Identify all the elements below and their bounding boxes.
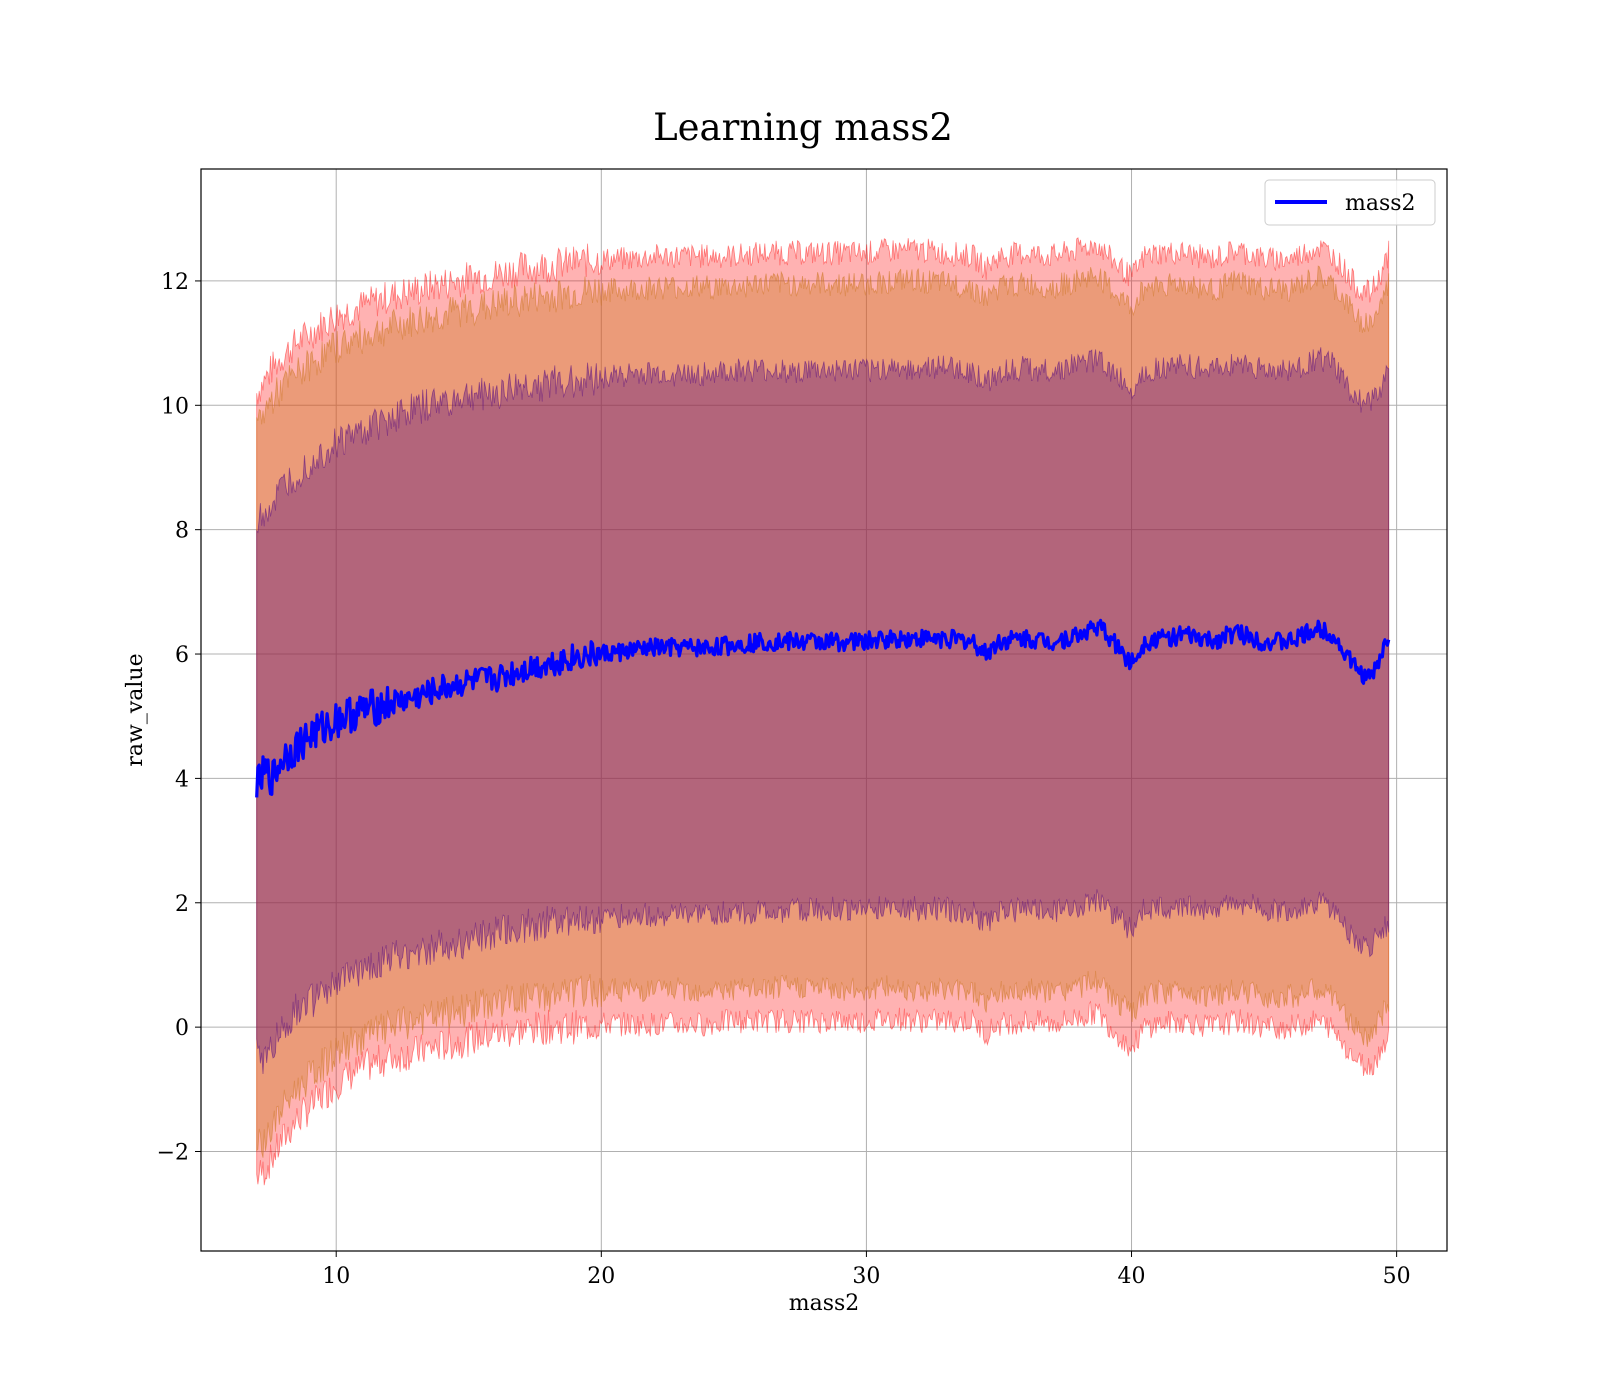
- band-band-2: [256, 265, 1390, 1158]
- y-tick-label: 10: [161, 394, 189, 419]
- confidence-bands: [256, 237, 1390, 1186]
- y-tick-label: 12: [161, 270, 189, 295]
- plot-frame: [200, 168, 1448, 1252]
- y-tick-label: 0: [175, 1016, 189, 1041]
- x-tick-label: 30: [852, 1264, 880, 1289]
- band-band-3: [256, 237, 1390, 1186]
- y-tick-label: 4: [175, 767, 189, 792]
- x-axis-label: mass2: [789, 1291, 860, 1316]
- x-tick-label: 10: [322, 1264, 350, 1289]
- x-tick-label: 40: [1118, 1264, 1146, 1289]
- legend-entry-mass2: mass2: [1345, 191, 1416, 216]
- y-axis-ticks: −2 0 2 4 6 8 10 12: [157, 270, 201, 1166]
- series-lines: [255, 618, 1391, 798]
- x-tick-label: 50: [1383, 1264, 1411, 1289]
- x-tick-label: 20: [587, 1264, 615, 1289]
- y-tick-label: 8: [175, 519, 189, 544]
- chart-title: Learning mass2: [653, 106, 953, 149]
- y-axis-label: raw_value: [123, 653, 148, 766]
- x-axis-ticks: 10 20 30 40 50: [322, 1251, 1411, 1289]
- series-line-mass2: [255, 618, 1391, 798]
- legend: mass2: [1264, 179, 1436, 226]
- y-tick-label: 2: [175, 892, 189, 917]
- band-band-1: [256, 347, 1390, 1075]
- legend-box: [1264, 179, 1436, 226]
- y-tick-label: 6: [175, 643, 189, 668]
- y-tick-label: −2: [157, 1141, 189, 1166]
